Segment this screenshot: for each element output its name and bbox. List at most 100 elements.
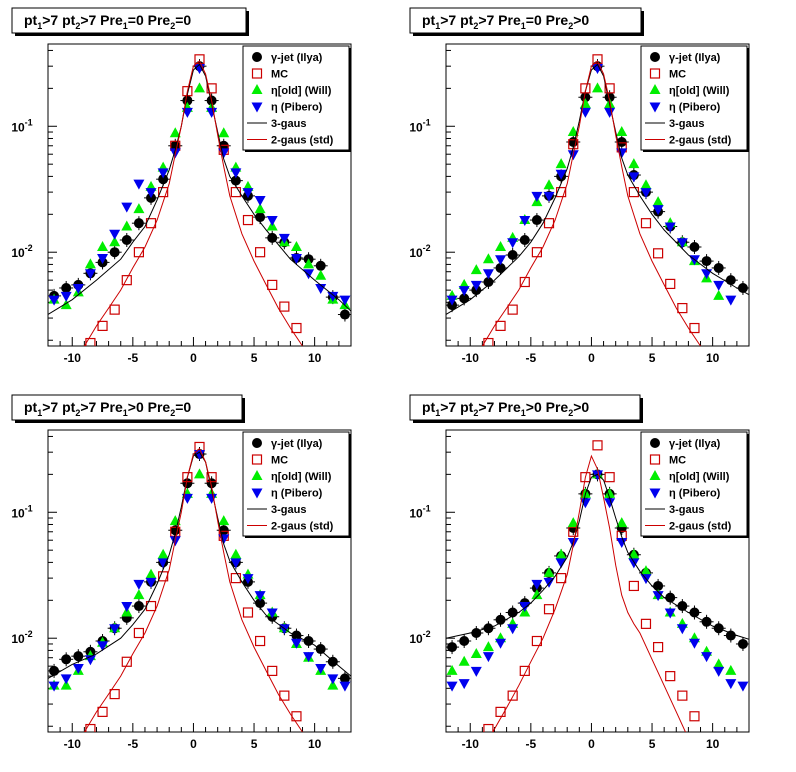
point-jet-ilya	[713, 262, 724, 273]
y-tick-label: 10-2	[11, 629, 32, 646]
point-mc	[495, 706, 506, 717]
point-mc	[158, 187, 169, 198]
point-old-will	[640, 179, 652, 190]
point-mc	[182, 472, 193, 483]
y-tick-label: 10-1	[11, 117, 32, 134]
title-subscript: 2	[568, 408, 573, 418]
point-pibero	[579, 107, 591, 118]
point-pibero	[531, 579, 543, 590]
legend-label: γ-jet (Ilya)	[669, 438, 721, 450]
point-old-will	[133, 589, 145, 600]
point-pibero	[604, 107, 616, 118]
point-old-will	[543, 179, 555, 190]
point-old-will	[194, 468, 205, 479]
y-tick-base: 10	[409, 506, 423, 520]
plot-frame	[47, 429, 352, 733]
title-subscript: 1	[123, 408, 128, 418]
point-mc	[109, 304, 120, 315]
plot-frame	[47, 43, 352, 347]
title-subscript: 1	[435, 21, 440, 31]
point-jet-ilya	[459, 293, 470, 304]
point-old-will	[84, 258, 96, 269]
y-tick-label: 10-1	[409, 503, 430, 520]
title-subscript: 1	[521, 408, 526, 418]
plot-frame	[445, 429, 750, 733]
legend-marker	[650, 438, 660, 448]
legend-label: η (Pibero)	[271, 102, 323, 114]
x-tick-label: -5	[526, 737, 537, 751]
x-tick-label: 5	[649, 351, 656, 365]
point-pibero	[737, 681, 749, 692]
point-jet-ilya	[121, 235, 132, 246]
point-jet-ilya	[339, 309, 350, 320]
point-jet-ilya	[531, 215, 542, 226]
y-tick-exponent: -1	[423, 117, 431, 127]
legend-marker	[251, 488, 263, 499]
point-pibero	[555, 558, 567, 569]
legend-label: 2-gaus (std)	[669, 135, 732, 147]
title-segment: >0 Pre	[128, 399, 171, 415]
point-pibero	[97, 253, 109, 264]
legend-marker	[649, 102, 661, 113]
legend-label: 3-gaus	[271, 118, 306, 130]
point-old-will	[230, 548, 242, 559]
point-mc	[291, 322, 302, 334]
x-tick-label: 0	[588, 737, 595, 751]
data-layer	[48, 54, 351, 346]
series-line-2-gaus-std	[83, 447, 303, 732]
point-pibero	[206, 493, 218, 504]
point-pibero	[290, 253, 302, 264]
point-old-will	[60, 679, 72, 690]
legend-box	[640, 45, 748, 151]
point-pibero	[254, 195, 266, 206]
point-old-will	[470, 647, 482, 658]
y-tick-exponent: -1	[423, 503, 431, 513]
point-mc	[133, 627, 144, 639]
point-pibero	[664, 608, 676, 619]
point-old-will	[495, 240, 507, 251]
y-tick-exponent: -2	[25, 629, 33, 639]
chart-title: pt1>7 pt2>7 Pre1=0 Pre2=0	[11, 7, 249, 36]
point-jet-ilya	[61, 282, 72, 293]
legend: γ-jet (Ilya) MC η[old] (Will) η (Pibero) 3-g…	[242, 45, 351, 152]
point-pibero	[181, 493, 193, 504]
point-jet-ilya	[471, 627, 482, 638]
title-box	[409, 394, 641, 421]
y-tick-label: 10-1	[409, 117, 430, 134]
point-pibero	[266, 608, 278, 619]
y-tick-base: 10	[11, 246, 25, 260]
point-old-will	[555, 158, 567, 169]
point-mc	[689, 322, 700, 334]
point-old-will	[592, 82, 603, 93]
point-pibero	[157, 558, 169, 569]
point-pibero	[519, 216, 531, 227]
point-pibero	[579, 498, 591, 509]
series-line-3-gaus	[446, 63, 749, 315]
point-mc	[556, 573, 567, 584]
legend-box	[242, 431, 350, 537]
point-pibero	[470, 280, 482, 291]
title-box	[409, 7, 642, 34]
point-mc	[543, 604, 555, 615]
y-tick-base: 10	[11, 120, 25, 134]
point-pibero	[72, 664, 84, 675]
point-old-will	[555, 548, 567, 559]
legend-label: 3-gaus	[669, 118, 704, 130]
point-old-will	[628, 548, 640, 559]
legend-label: 2-gaus (std)	[271, 135, 334, 147]
point-old-will	[157, 548, 169, 559]
point-mc	[483, 723, 494, 732]
x-tick-label: -10	[64, 351, 82, 365]
point-mc	[628, 580, 639, 592]
point-pibero	[48, 295, 60, 306]
legend-label: η[old] (Will)	[271, 85, 332, 97]
legend-marker	[252, 52, 262, 62]
point-pibero	[109, 624, 121, 635]
title-segment: >7 pt	[440, 12, 473, 28]
legend-marker	[251, 68, 263, 79]
point-pibero	[84, 269, 96, 280]
point-pibero	[72, 283, 84, 294]
point-pibero	[495, 255, 507, 266]
legend-label: η[old] (Will)	[271, 471, 332, 483]
